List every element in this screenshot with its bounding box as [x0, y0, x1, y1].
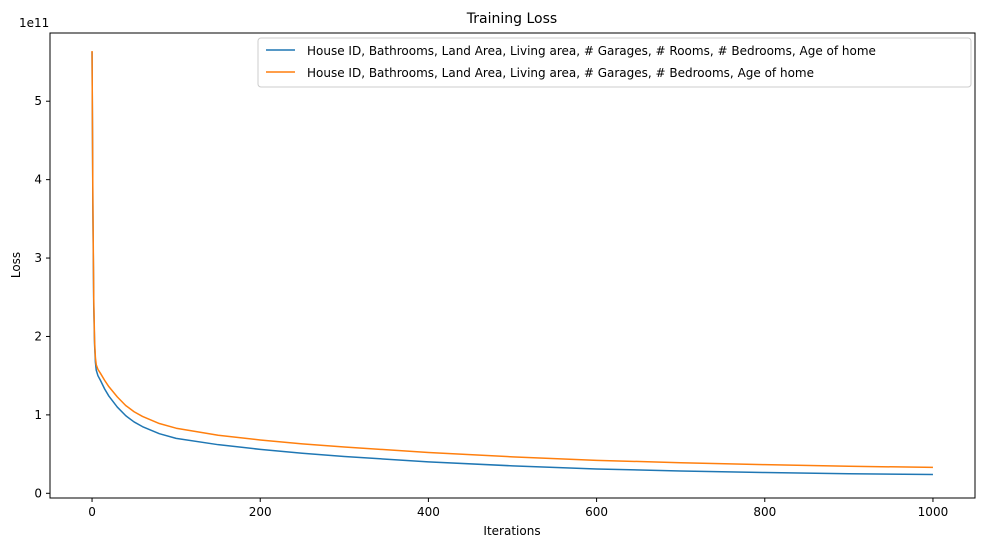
legend-label-series-1: House ID, Bathrooms, Land Area, Living a… — [307, 44, 876, 58]
x-axis-label: Iterations — [483, 524, 540, 538]
y-axis-label: Loss — [9, 252, 23, 278]
series-line-2 — [91, 51, 933, 469]
x-tick-label: 800 — [753, 505, 776, 519]
legend-label-series-2: House ID, Bathrooms, Land Area, Living a… — [307, 66, 814, 80]
y-tick-label: 0 — [34, 486, 42, 500]
y-tick-label: 4 — [34, 173, 42, 187]
legend: House ID, Bathrooms, Land Area, Living a… — [257, 37, 972, 88]
x-tick-label: 400 — [417, 505, 440, 519]
x-tick-label: 600 — [585, 505, 608, 519]
chart-title: Training Loss — [466, 11, 557, 27]
y-tick-label: 5 — [34, 94, 42, 108]
y-tick-label: 1 — [34, 408, 42, 422]
x-tick-label: 200 — [249, 505, 272, 519]
legend-box — [257, 37, 972, 88]
plot-area-frame — [49, 32, 976, 499]
series-layer — [91, 51, 933, 476]
y-tick-label: 2 — [34, 329, 42, 343]
y-offset-label: 1e11 — [19, 16, 49, 30]
y-tick-label: 3 — [34, 251, 42, 265]
ticks-layer: 0 200 400 600 800 1000 0 1 2 3 4 5 — [34, 94, 948, 519]
x-tick-label: 0 — [88, 505, 96, 519]
x-tick-label: 1000 — [918, 505, 949, 519]
